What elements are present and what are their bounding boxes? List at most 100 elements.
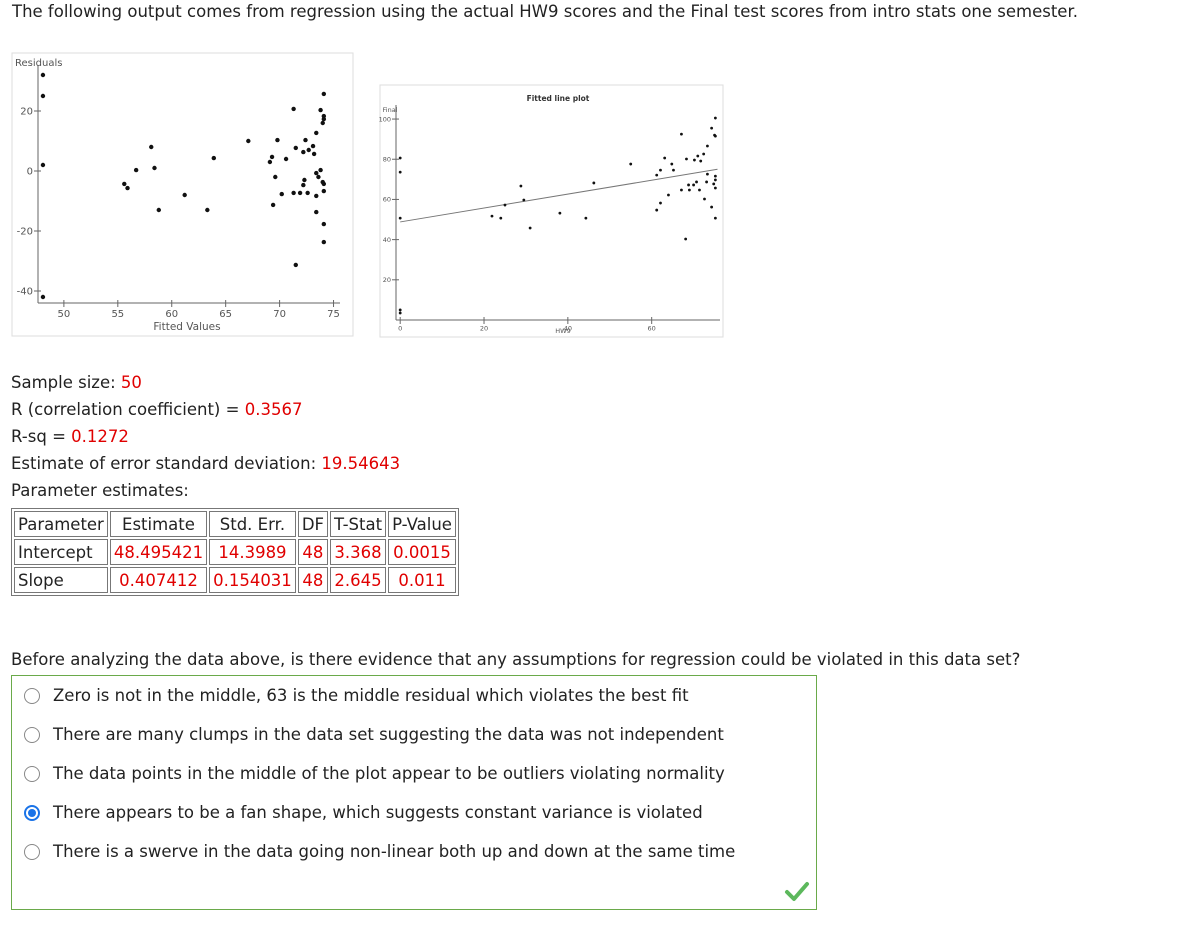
option[interactable]: The data points in the middle of the plo… [24,764,725,783]
point [211,155,217,161]
table-header-row: Parameter Estimate Std. Err. DF T-Stat P-Valu… [14,511,456,537]
point [522,198,526,202]
point [667,193,670,197]
point [40,294,46,300]
point [706,144,709,148]
question-text: Before analyzing the data above, is ther… [11,650,1021,669]
radio-button[interactable] [24,726,40,743]
point [246,138,251,144]
stat-line: R (correlation coefficient) = 0.3567 [11,400,302,419]
point [156,207,161,213]
point [291,106,296,112]
point [270,202,276,208]
radio-button[interactable] [24,765,40,782]
point [680,132,683,136]
point [655,173,659,177]
point [705,180,708,184]
stat-label: Sample size: [11,373,116,392]
point [303,137,308,143]
option[interactable]: There is a swerve in the data going non-… [24,842,735,861]
y-tick-label: 100 [379,115,391,123]
point [713,216,717,220]
parameter-table: Parameter Estimate Std. Err. DF T-Stat P-Valu… [11,508,459,596]
point [713,116,717,120]
point [279,191,284,197]
table-cell: 14.3989 [209,539,296,565]
table-cell: 3.368 [330,539,387,565]
stat-label: Estimate of error standard deviation: [11,454,317,473]
table-row: Slope 0.407412 0.154031 48 2.645 0.011 [14,567,456,593]
point [519,184,523,188]
point [269,154,275,160]
point [706,172,709,176]
x-tick-label: 75 [327,309,340,320]
x-tick-label: 0 [398,325,402,333]
header-cell: P-Value [388,511,456,537]
fitted-line [400,168,718,223]
point [702,152,706,156]
y-tick-label: -40 [17,287,33,298]
radio-button[interactable] [24,804,40,821]
table-cell: Intercept [14,539,108,565]
table-cell: 0.154031 [209,567,296,593]
point [152,165,157,171]
point [310,143,316,149]
point [659,201,662,205]
point [685,157,688,161]
point [713,186,717,190]
stat-line: Estimate of error standard deviation: 19… [11,454,400,473]
x-tick-label: 40 [564,325,572,333]
x-tick-label: 50 [58,309,71,320]
stat-line: R-sq = 0.1272 [11,427,129,446]
point [149,144,154,150]
point [320,120,325,126]
option-text: Zero is not in the middle, 63 is the mid… [53,686,689,705]
y-axis-label: Final [383,106,398,114]
point [40,162,46,168]
point [205,207,210,213]
header-cell: DF [297,511,329,537]
point [302,177,307,183]
point [40,72,46,78]
options-box [11,675,817,910]
point [293,262,298,268]
radio-button[interactable] [24,687,40,704]
plot-frame [11,52,354,337]
x-tick-label: 70 [273,309,286,320]
point [275,137,280,143]
point [314,193,319,199]
y-tick-label: 80 [383,156,391,164]
table-cell: 0.011 [388,567,456,593]
x-axis-label: HW9 [555,327,570,335]
point [291,190,296,196]
point [182,192,187,198]
point [305,190,310,196]
point [687,183,690,187]
y-tick-label: 40 [383,236,391,244]
header-cell: Estimate [109,511,208,537]
point [318,107,323,113]
option[interactable]: There are many clumps in the data set su… [24,725,724,744]
point [321,239,327,245]
x-tick-label: 65 [219,309,232,320]
point [316,174,321,180]
stat-line: Sample size: 50 [11,373,142,392]
point [297,190,303,196]
option-text: There is a swerve in the data going non-… [53,842,736,861]
point [398,308,402,312]
x-tick-label: 60 [648,325,656,333]
table-cell: 2.645 [330,567,387,593]
x-tick-label: 55 [111,309,124,320]
point [713,178,717,182]
radio-button[interactable] [24,843,40,860]
table-cell: Slope [14,567,108,593]
point [283,156,289,162]
option[interactable]: There appears to be a fan shape, which s… [24,803,703,822]
point [499,216,503,220]
option[interactable]: Zero is not in the middle, 63 is the mid… [24,686,689,705]
point [301,182,306,188]
point [680,188,683,192]
stat-line: Parameter estimates: [11,481,189,500]
